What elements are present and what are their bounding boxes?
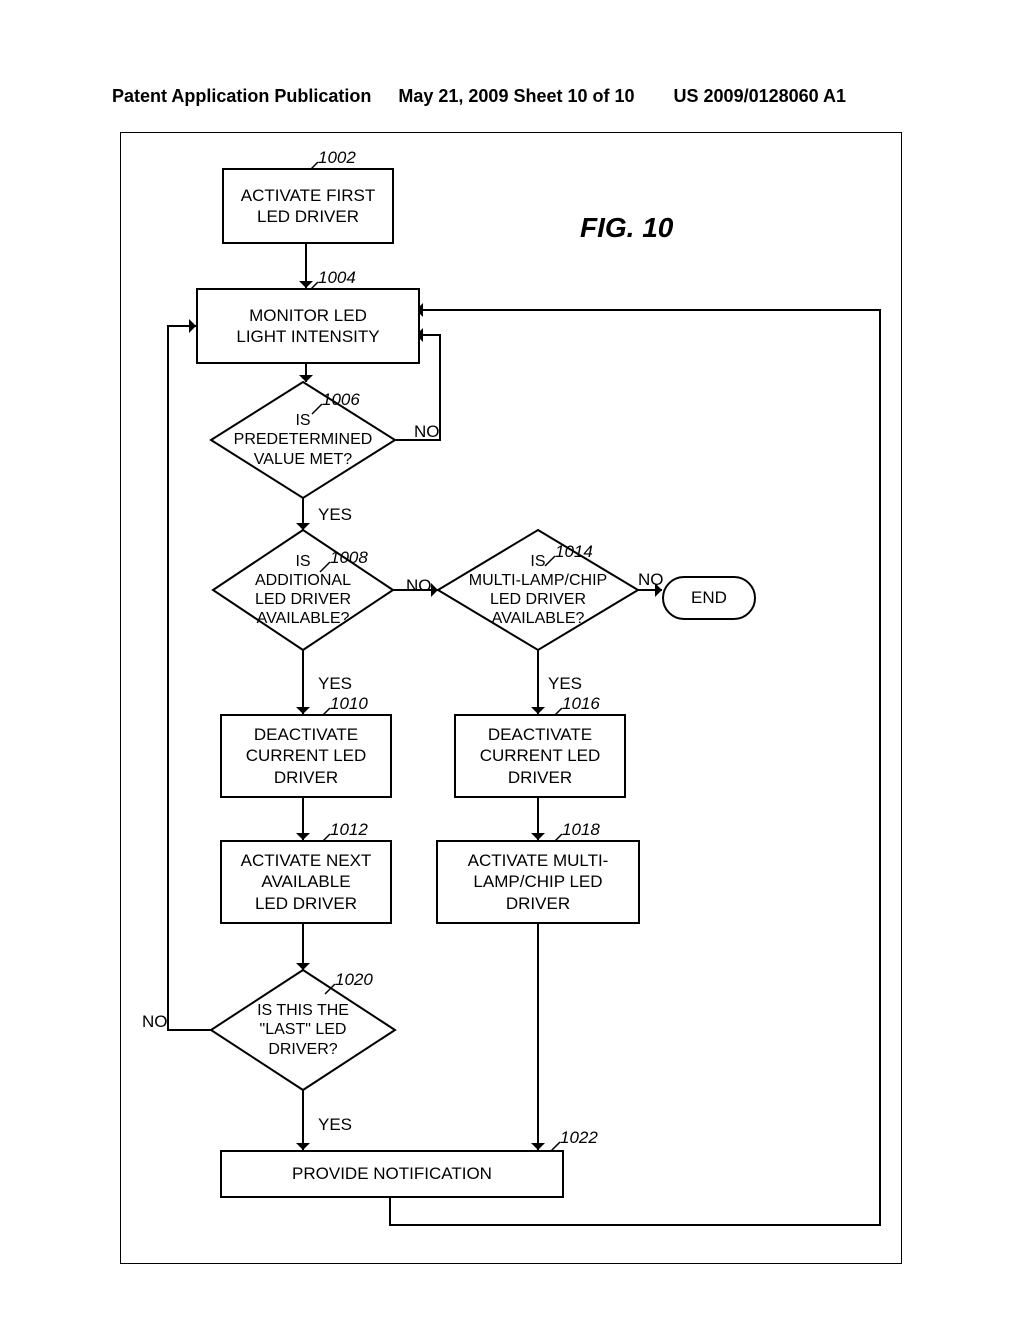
reference-number: 1012 (330, 820, 368, 840)
process-box: DEACTIVATECURRENT LEDDRIVER (454, 714, 626, 798)
reference-number: 1006 (322, 390, 360, 410)
reference-number: 1016 (562, 694, 600, 714)
edge-label: YES (548, 674, 582, 694)
edge-label: YES (318, 674, 352, 694)
reference-number: 1018 (562, 820, 600, 840)
process-box: DEACTIVATECURRENT LEDDRIVER (220, 714, 392, 798)
edge-label: NO (414, 422, 440, 442)
reference-number: 1002 (318, 148, 356, 168)
decision-label: IS THIS THE"LAST" LEDDRIVER? (211, 978, 395, 1082)
reference-number: 1014 (555, 542, 593, 562)
reference-number: 1010 (330, 694, 368, 714)
edge-label: NO (142, 1012, 168, 1032)
flowchart-svg (0, 0, 1024, 1320)
reference-number: 1022 (560, 1128, 598, 1148)
process-box: ACTIVATE FIRSTLED DRIVER (222, 168, 394, 244)
decision-label: ISPREDETERMINEDVALUE MET? (211, 390, 395, 490)
terminal-end: END (662, 576, 756, 620)
edge-label: YES (318, 505, 352, 525)
process-box: MONITOR LEDLIGHT INTENSITY (196, 288, 420, 364)
process-box: PROVIDE NOTIFICATION (220, 1150, 564, 1198)
edge-label: NO (638, 570, 664, 590)
edge-label: NO (406, 576, 432, 596)
process-box: ACTIVATE MULTI-LAMP/CHIP LEDDRIVER (436, 840, 640, 924)
edge-label: YES (318, 1115, 352, 1135)
process-box: ACTIVATE NEXTAVAILABLELED DRIVER (220, 840, 392, 924)
reference-number: 1004 (318, 268, 356, 288)
reference-number: 1020 (335, 970, 373, 990)
reference-number: 1008 (330, 548, 368, 568)
page: Patent Application Publication May 21, 2… (0, 0, 1024, 1320)
decision-label: ISMULTI-LAMP/CHIPLED DRIVERAVAILABLE? (438, 538, 638, 642)
